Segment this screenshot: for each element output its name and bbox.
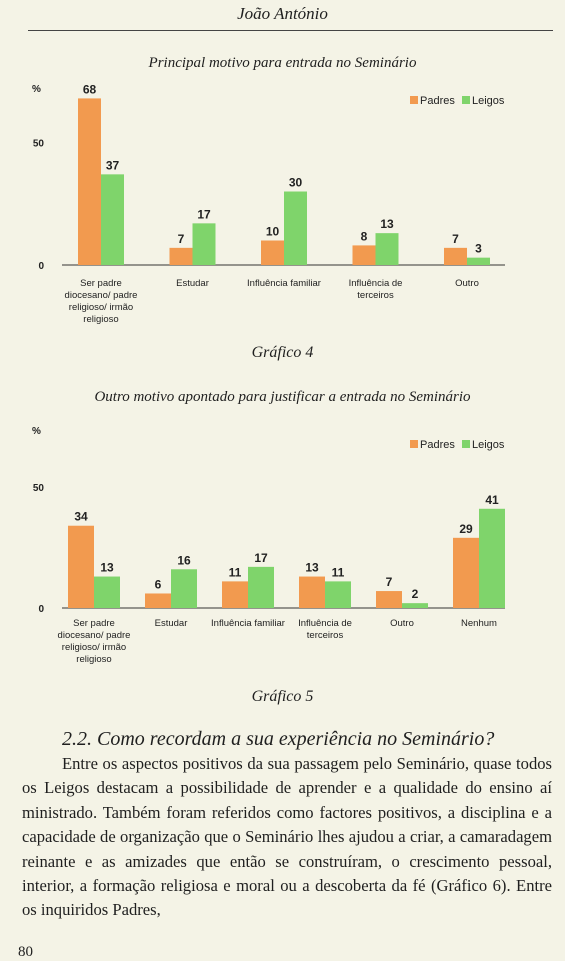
data-label-padres: 68 bbox=[83, 82, 97, 96]
data-label-leigos: 17 bbox=[197, 207, 211, 221]
data-label-padres: 7 bbox=[452, 232, 459, 246]
data-label-padres: 6 bbox=[155, 577, 162, 591]
category-label: Ser padre bbox=[73, 618, 115, 629]
bar-padres bbox=[145, 593, 171, 608]
y-tick-label: 0 bbox=[38, 261, 44, 272]
legend-label-padres: Padres bbox=[420, 95, 455, 107]
category-label: terceiros bbox=[307, 630, 344, 641]
legend-swatch-padres bbox=[410, 440, 418, 448]
y-tick-label: 0 bbox=[38, 604, 44, 615]
chart-2-title: Outro motivo apontado para justificar a … bbox=[94, 389, 471, 405]
data-label-leigos: 13 bbox=[100, 561, 114, 575]
y-axis-label: % bbox=[32, 84, 41, 95]
category-label: Outro bbox=[390, 618, 414, 629]
bar-leigos bbox=[325, 581, 351, 608]
data-label-padres: 7 bbox=[386, 575, 393, 589]
bar-leigos bbox=[402, 603, 428, 608]
chart-1-caption: Gráfico 4 bbox=[251, 344, 314, 361]
section-heading: 2.2. Como recordam a sua experiência no … bbox=[62, 728, 495, 750]
y-axis-label: % bbox=[32, 426, 41, 437]
data-label-leigos: 11 bbox=[332, 565, 345, 579]
bar-leigos bbox=[101, 174, 124, 265]
data-label-leigos: 2 bbox=[412, 587, 419, 601]
body-paragraph: Entre os aspectos positivos da sua passa… bbox=[22, 754, 552, 920]
data-label-leigos: 3 bbox=[475, 242, 482, 256]
data-label-leigos: 13 bbox=[380, 217, 394, 231]
data-label-leigos: 30 bbox=[289, 176, 303, 190]
bar-leigos bbox=[284, 191, 307, 265]
bar-padres bbox=[78, 98, 101, 266]
legend-label-leigos: Leigos bbox=[472, 439, 505, 451]
bar-padres bbox=[352, 245, 376, 265]
running-header: João António bbox=[237, 4, 328, 23]
bar-padres bbox=[261, 240, 284, 265]
legend-label-padres: Padres bbox=[420, 439, 455, 451]
category-label: Influência de bbox=[349, 278, 403, 289]
data-label-padres: 29 bbox=[459, 522, 473, 536]
data-label-leigos: 16 bbox=[177, 553, 191, 567]
category-label: Outro bbox=[455, 278, 479, 289]
data-label-leigos: 17 bbox=[254, 551, 268, 565]
chart-2: % 0 50 Padres Leigos 34 13 Ser padrediocesano/ … bbox=[32, 426, 505, 665]
bar-leigos bbox=[94, 576, 120, 608]
data-label-leigos: 41 bbox=[485, 493, 499, 507]
bar-padres bbox=[222, 581, 248, 608]
category-label: Estudar bbox=[155, 618, 188, 629]
legend-swatch-padres bbox=[410, 96, 418, 104]
category-label: Influência familiar bbox=[211, 618, 285, 629]
bar-leigos bbox=[192, 223, 216, 265]
bar-padres bbox=[376, 591, 402, 608]
y-tick-label: 50 bbox=[33, 139, 45, 150]
data-label-padres: 34 bbox=[74, 510, 88, 524]
bar-leigos bbox=[375, 233, 399, 265]
category-label: Ser padre bbox=[80, 278, 122, 289]
data-label-padres: 7 bbox=[178, 232, 185, 246]
bar-leigos bbox=[171, 569, 197, 608]
data-label-padres: 11 bbox=[229, 565, 242, 579]
bar-leigos bbox=[479, 508, 505, 608]
data-label-padres: 8 bbox=[361, 229, 368, 243]
data-label-padres: 13 bbox=[305, 561, 319, 575]
header-rule bbox=[28, 30, 553, 31]
bar-padres bbox=[299, 576, 325, 608]
legend-swatch-leigos bbox=[462, 96, 470, 104]
bar-padres bbox=[68, 525, 94, 608]
category-label: diocesano/ padre bbox=[58, 630, 131, 641]
category-label: Influência de bbox=[298, 618, 352, 629]
category-label: religioso bbox=[76, 654, 111, 665]
data-label-leigos: 37 bbox=[106, 158, 120, 172]
category-label: terceiros bbox=[357, 290, 394, 301]
category-label: Estudar bbox=[176, 278, 209, 289]
legend-swatch-leigos bbox=[462, 440, 470, 448]
y-tick-label: 50 bbox=[33, 483, 45, 494]
data-label-padres: 10 bbox=[266, 225, 280, 239]
bar-padres bbox=[453, 537, 479, 608]
bar-padres bbox=[444, 247, 467, 265]
page-number: 80 bbox=[18, 944, 33, 960]
bar-leigos bbox=[467, 257, 490, 265]
legend-label-leigos: Leigos bbox=[472, 95, 505, 107]
category-label: diocesano/ padre bbox=[65, 290, 138, 301]
bar-padres bbox=[169, 247, 193, 265]
category-label: religioso/ irmão bbox=[62, 642, 126, 653]
category-label: Nenhum bbox=[461, 618, 497, 629]
category-label: religioso/ irmão bbox=[69, 302, 133, 313]
bar-leigos bbox=[248, 566, 274, 608]
chart-1-title: Principal motivo para entrada no Seminár… bbox=[148, 55, 417, 71]
category-label: religioso bbox=[83, 314, 118, 325]
category-label: Influência familiar bbox=[247, 278, 321, 289]
chart-2-caption: Gráfico 5 bbox=[251, 688, 314, 705]
